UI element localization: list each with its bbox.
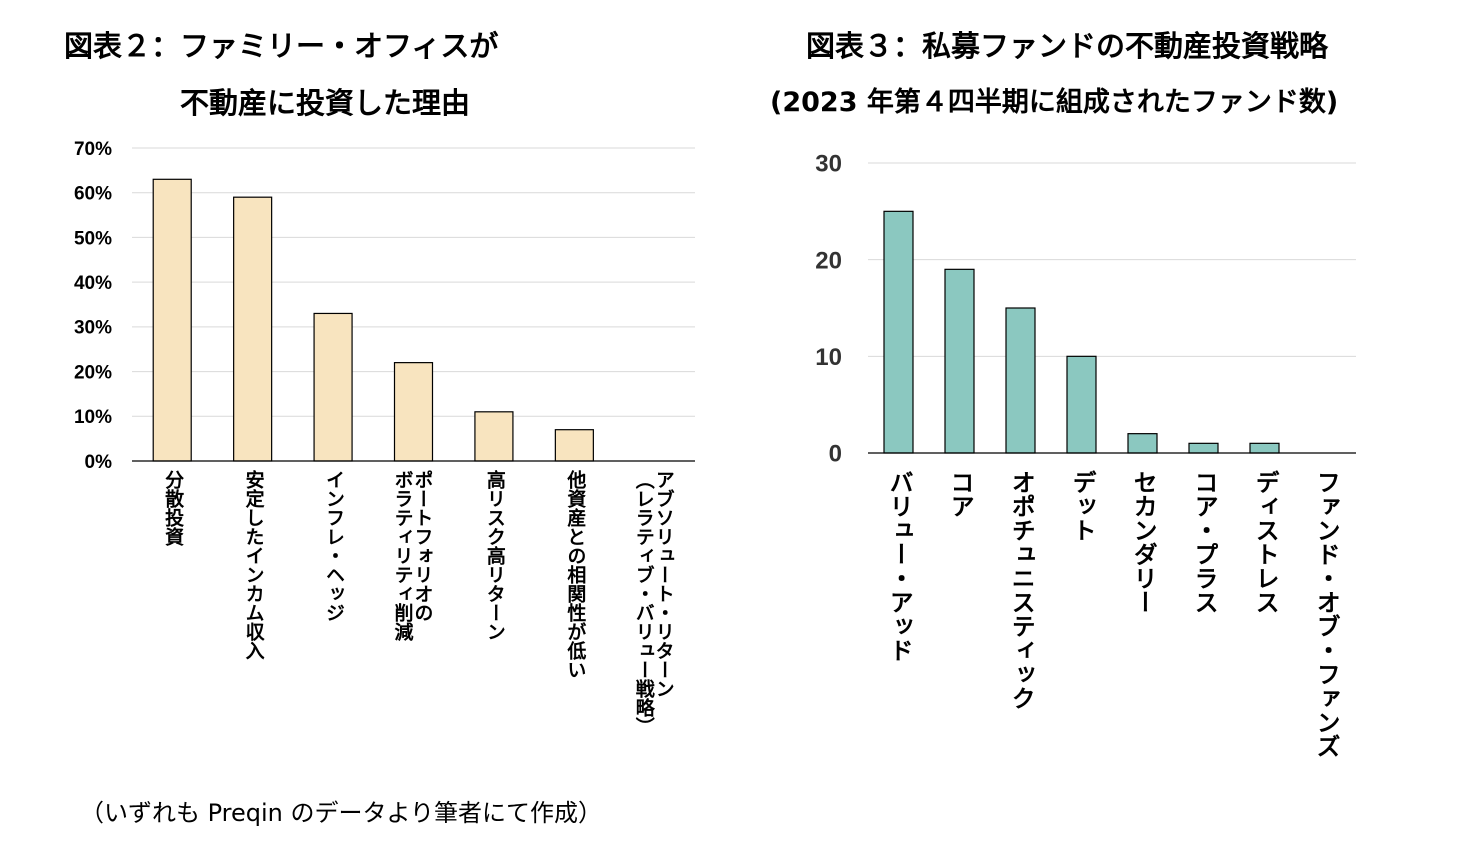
chart1-category-label: ポートフォリオの ボラティリティ削減	[391, 470, 434, 641]
chart2-ytick-label: 20	[815, 247, 842, 274]
chart2-bar	[1127, 433, 1158, 454]
chart1-category-label: インフレ・ヘッジ	[323, 470, 346, 622]
chart2-ytick-label: 10	[815, 344, 842, 371]
chart1-ytick-label: 70%	[74, 139, 112, 160]
chart2-category-label: ディストレス	[1251, 470, 1280, 614]
chart2-category-label: デット	[1068, 470, 1097, 542]
chart1-ytick-label: 40%	[74, 273, 112, 294]
chart2-bar	[944, 268, 975, 454]
chart1-bar	[233, 196, 273, 462]
chart2-category-label: コア・プラス	[1190, 470, 1219, 614]
chart1-bar	[152, 178, 192, 462]
chart2-category-label: オポチュニスティック	[1007, 470, 1036, 710]
chart2-category-label: バリュー・アッド	[885, 470, 914, 662]
chart2-bar	[1188, 442, 1219, 454]
chart1-subtitle: 不動産に投資した理由	[180, 86, 471, 120]
chart2-category-label: セカンダリー	[1129, 470, 1158, 614]
chart2-category-label: ファンド・オブ・ファンズ	[1312, 470, 1341, 758]
chart1-ytick-label: 60%	[74, 184, 112, 205]
chart2-category-label: コア	[946, 470, 975, 518]
chart1-title: 図表２：ファミリー・オフィスが	[64, 29, 499, 63]
chart2-title: 図表３：私募ファンドの不動産投資戦略	[806, 29, 1329, 63]
chart1-bar	[474, 411, 514, 462]
chart2-ytick-label: 0	[829, 441, 842, 468]
chart1-category-label: 安定したインカム収入	[242, 470, 265, 660]
chart1-ytick-label: 50%	[74, 228, 112, 249]
chart1-bar	[554, 429, 594, 462]
chart1-ytick-label: 10%	[74, 407, 112, 428]
chart1-category-label: 高リスク高リターン	[483, 470, 506, 641]
chart1-category-label: 他資産との相関性が低い	[564, 470, 587, 679]
chart1-category-label: アブソリュート・リターン （レラティブ・バリュー戦略）	[632, 470, 675, 736]
chart2-subtitle: (2023 年第４四半期に組成されたファンド数)	[770, 87, 1339, 118]
chart1-bar	[313, 312, 353, 462]
chart1-category-label: 分散投資	[162, 470, 185, 546]
chart2-bar	[1249, 442, 1280, 454]
chart2-bar	[883, 210, 914, 454]
chart1-bar	[393, 362, 434, 462]
chart1-ytick-label: 20%	[74, 362, 112, 383]
chart2-bar	[1066, 355, 1097, 454]
footnote: （いずれも Preqin のデータより筆者にて作成）	[80, 799, 603, 827]
chart2-ytick-label: 30	[815, 151, 842, 178]
chart2-bar	[1005, 307, 1036, 454]
chart1-ytick-label: 30%	[74, 318, 112, 339]
chart1-ytick-label: 0%	[85, 452, 113, 473]
